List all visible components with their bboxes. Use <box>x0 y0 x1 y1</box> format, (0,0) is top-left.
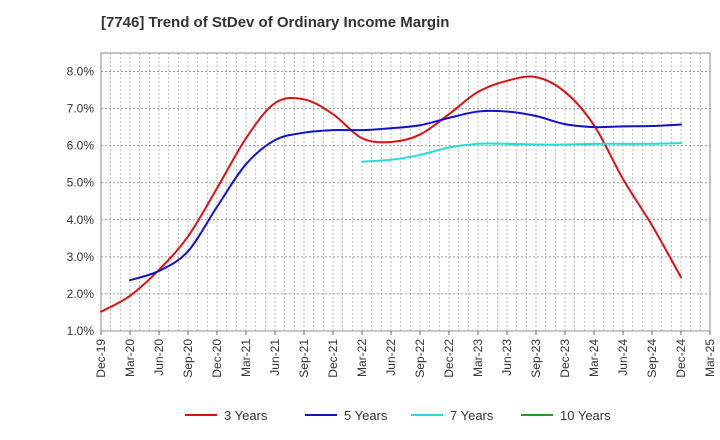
x-tick-label: Jun-24 <box>616 339 630 376</box>
x-tick-label: Jun-20 <box>152 339 166 376</box>
x-axis-ticks: Dec-19 Mar-20 Jun-20 Sep-20 Dec-20 Mar-21 Jun-… <box>94 331 717 378</box>
x-tick-label: Sep-23 <box>529 339 543 378</box>
legend: 3 Years 5 Years 7 Years 10 Years <box>185 408 611 423</box>
y-tick-label: 2.0% <box>67 287 95 301</box>
series-line-3-years <box>100 75 682 313</box>
x-tick-label: Dec-23 <box>558 339 572 378</box>
chart-title: [7746] Trend of StDev of Ordinary Income… <box>101 14 450 31</box>
series-line-7-years <box>361 142 682 163</box>
y-tick-label: 6.0% <box>67 139 95 153</box>
legend-label: 7 Years <box>450 408 494 423</box>
x-tick-label: Sep-20 <box>181 339 195 378</box>
grid-layer <box>101 53 710 332</box>
x-tick-label: Jun-21 <box>268 339 282 376</box>
y-tick-label: 5.0% <box>67 176 95 190</box>
y-axis-ticks: 1.0% 2.0% 3.0% 4.0% 5.0% 6.0% 7.0% 8.0% <box>67 65 95 338</box>
plot-area <box>100 52 711 332</box>
x-tick-label: Dec-20 <box>210 339 224 378</box>
x-tick-label: Dec-22 <box>442 339 456 378</box>
x-tick-label: Mar-24 <box>587 339 601 377</box>
y-tick-label: 1.0% <box>67 324 95 338</box>
x-tick-label: Sep-22 <box>413 339 427 378</box>
x-tick-label: Mar-21 <box>239 339 253 377</box>
y-tick-label: 7.0% <box>67 102 95 116</box>
x-tick-label: Mar-25 <box>703 339 717 377</box>
x-tick-label: Mar-22 <box>355 339 369 377</box>
series-layer <box>100 75 682 313</box>
legend-label: 3 Years <box>224 408 268 423</box>
x-tick-label: Dec-24 <box>674 339 688 378</box>
x-tick-label: Sep-24 <box>645 339 659 378</box>
x-tick-label: Jun-22 <box>384 339 398 376</box>
series-line-5-years <box>129 109 682 282</box>
y-tick-label: 3.0% <box>67 250 95 264</box>
x-tick-label: Dec-21 <box>326 339 340 378</box>
x-tick-label: Mar-23 <box>471 339 485 377</box>
x-tick-label: Jun-23 <box>500 339 514 376</box>
x-tick-label: Dec-19 <box>94 339 108 378</box>
x-tick-label: Mar-20 <box>123 339 137 377</box>
legend-label: 10 Years <box>560 408 611 423</box>
x-tick-label: Sep-21 <box>297 339 311 378</box>
y-tick-label: 4.0% <box>67 213 95 227</box>
legend-label: 5 Years <box>344 408 388 423</box>
y-tick-label: 8.0% <box>67 65 95 79</box>
